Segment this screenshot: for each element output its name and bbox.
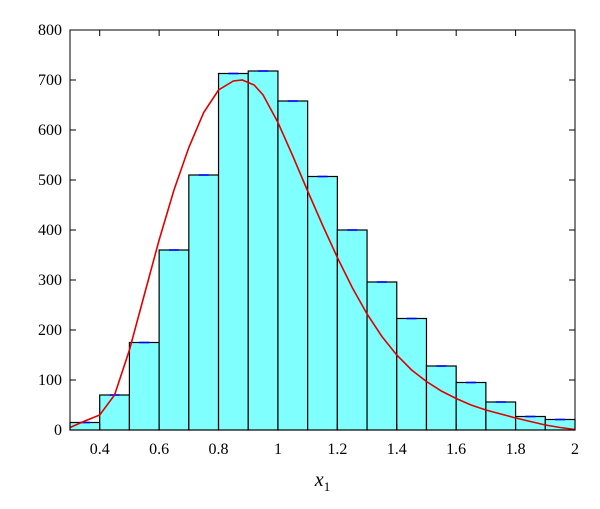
x-axis-label-main: x [314,469,324,491]
x-tick-label-3: 0.8 [209,441,229,458]
histogram-bars [69,70,576,431]
histogram-bar-10 [336,229,368,431]
histogram-bar-3 [128,341,160,431]
x-tick-label-4: 1 [274,441,282,458]
histogram-bar-5 [188,174,220,431]
histogram-bar-8 [277,100,309,431]
x-tick-label-6: 1.4 [387,441,407,458]
y-tick-label-4: 300 [38,272,62,289]
histogram-bar-12 [396,317,428,431]
histogram-bar-13 [425,365,457,431]
x-tick-label-1: 0.4 [90,441,110,458]
x-axis-ticks: 0.4 0.6 0.8 1 1.2 1.4 1.6 1.8 2 [90,30,579,458]
histogram-bar-11 [366,281,398,431]
x-tick-label-5: 1.2 [327,441,347,458]
histogram-bar-6 [217,72,249,431]
x-tick-label-8: 1.8 [506,441,526,458]
histogram-bar-14 [455,381,487,431]
y-tick-label-8: 700 [38,72,62,89]
bin-markers [79,70,566,424]
density-curve [69,79,576,431]
x-axis-label: x1 [314,469,330,494]
y-tick-label-3: 200 [38,322,62,339]
x-axis-label-subscript: 1 [324,479,331,494]
y-axis-ticks: 0 100 200 300 400 500 600 700 800 [38,22,575,439]
histogram-bar-4 [158,249,190,431]
x-tick-label-9: 2 [571,441,579,458]
y-tick-label-7: 600 [38,122,62,139]
y-tick-label-1: 0 [54,422,62,439]
y-tick-label-5: 400 [38,222,62,239]
x-tick-label-2: 0.6 [149,441,169,458]
histogram-bar-9 [307,175,338,431]
y-tick-label-2: 100 [38,372,62,389]
y-tick-label-6: 500 [38,172,62,189]
y-tick-label-9: 800 [38,22,62,39]
histogram-bar-2 [99,394,131,431]
x-tick-label-7: 1.6 [446,441,466,458]
histogram-bar-7 [247,70,279,431]
